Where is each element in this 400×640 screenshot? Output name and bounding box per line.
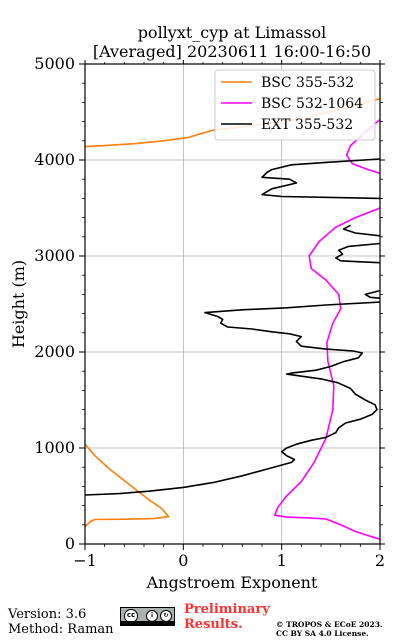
version-text: Version: 3.6 [8,607,87,622]
footer-info: Version: 3.6 Method: Raman [8,607,114,637]
cc-strip [121,621,174,625]
copyright-line-2: CC BY SA 4.0 License. [276,629,369,638]
chart-title: pollyxt_cyp at Limassol [138,23,327,42]
legend-box [214,69,376,141]
series-layer [85,97,380,540]
preliminary-notice: Preliminary Results. [184,602,270,632]
legend-label: BSC 532-1064 [261,96,363,112]
cc-icon: cc [124,609,138,623]
y-axis-label: Height (m) [9,260,28,348]
copyright-notice: © TROPOS & ECoE 2023. CC BY SA 4.0 Licen… [276,620,383,638]
sa-icon: ↻ [160,610,172,622]
y-tick-label: 3000 [34,246,75,265]
series-line-3 [85,158,380,496]
y-tick-label: 2000 [34,342,75,361]
legend-label: BSC 355-532 [261,75,354,91]
grid-lines [85,64,380,544]
lidar-profile-chart: pollyxt_cyp at Limassol [Averaged] 20230… [9,23,385,592]
x-tick-label: −1 [73,551,97,570]
copyright-line-1: © TROPOS & ECoE 2023. [276,620,383,629]
y-tick-label: 0 [65,534,75,553]
x-tick-label: 0 [178,551,188,570]
x-tick-label: 2 [375,551,385,570]
cc-license-badge: cc i ↻ [120,607,175,626]
preliminary-line-2: Results. [184,617,243,632]
plot-frame [84,63,381,545]
x-axis-label: Angstroem Exponent [146,573,318,592]
series-line-2 [274,119,380,540]
preliminary-line-1: Preliminary [184,602,270,617]
chart-subtitle: [Averaged] 20230611 16:00-16:50 [93,42,371,61]
legend-label: EXT 355-532 [261,117,353,133]
method-text: Method: Raman [8,622,114,637]
y-tick-label: 4000 [34,150,75,169]
y-tick-label: 1000 [34,438,75,457]
x-tick-label: 1 [277,551,287,570]
legend: BSC 355-532 BSC 532-1064 EXT 355-532 [214,69,376,141]
series-line-1 [85,97,380,528]
y-tick-label: 5000 [34,54,75,73]
